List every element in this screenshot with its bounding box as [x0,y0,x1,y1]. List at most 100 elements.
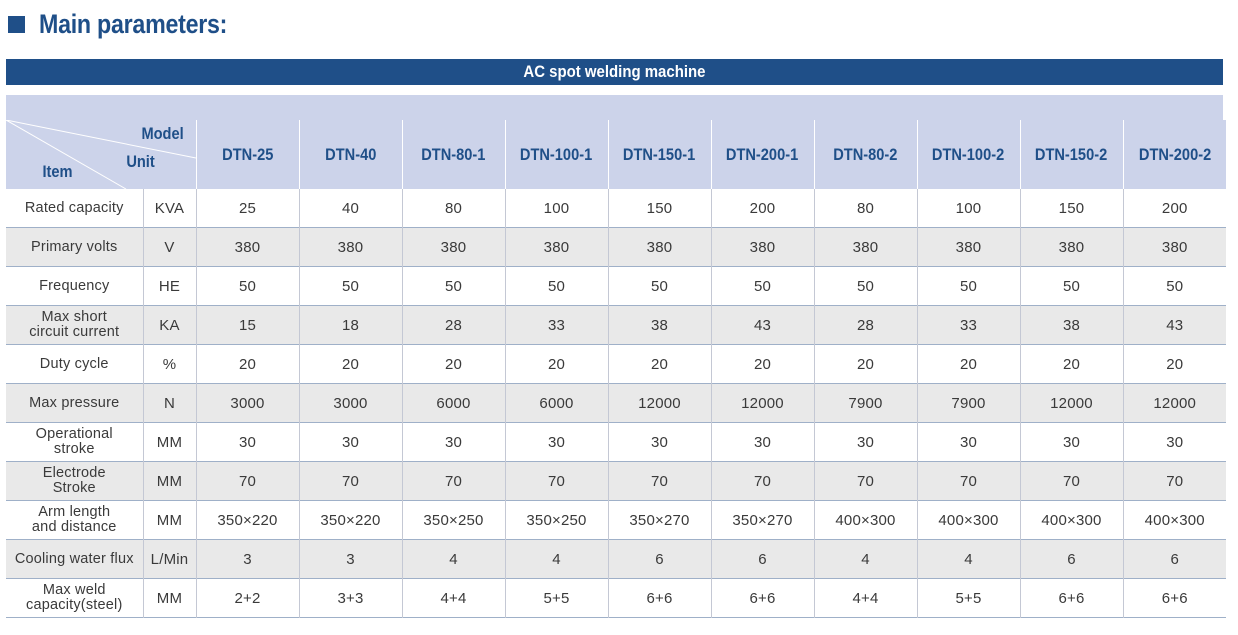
unit-cell: % [142,344,196,384]
value-cell: 350×250 [401,500,505,540]
item-cell: Max short circuit current [6,305,143,345]
value-cell: 12000 [1122,383,1226,423]
value-cell: 20 [916,344,1020,384]
value-cell: 80 [813,189,917,228]
value-cell: 5+5 [916,578,1020,618]
item-cell: Max pressure [6,383,143,423]
table-row: Max weld capacity(steel) MM 2+2 3+3 4+4 5+5 6+… [6,578,1226,618]
value-cell: 4 [916,539,1020,579]
item-cell: Operational stroke [6,422,143,462]
value-cell: 70 [1122,461,1226,501]
value-cell: 400×300 [813,500,917,540]
value-cell: 4 [401,539,505,579]
value-cell: 20 [195,344,299,384]
value-cell: 70 [813,461,917,501]
table-row: Cooling water flux L/Min 3 3 4 4 6 6 4 4 6 6 [6,539,1226,579]
item-label: Item [42,162,73,181]
value-cell: 6 [607,539,711,579]
value-cell: 18 [298,305,402,345]
value-cell: 200 [1122,189,1226,228]
table-banner: AC spot welding machine [6,59,1223,85]
model-header: DTN-150-2 [1019,120,1123,189]
parameters-table: Model Unit Item DTN-25 DTN-40 DTN-80-1 D… [6,120,1226,618]
value-cell: 400×300 [916,500,1020,540]
value-cell: 70 [298,461,402,501]
value-cell: 70 [710,461,814,501]
value-cell: 6+6 [710,578,814,618]
value-cell: 30 [813,422,917,462]
item-cell: Electrode Stroke [6,461,143,501]
unit-cell: MM [142,500,196,540]
value-cell: 50 [401,266,505,306]
table-row: Frequency HE 50 50 50 50 50 50 50 50 50 50 [6,266,1226,306]
value-cell: 3 [298,539,402,579]
value-cell: 100 [504,189,608,228]
value-cell: 3+3 [298,578,402,618]
header-band [6,95,1223,120]
value-cell: 50 [504,266,608,306]
value-cell: 7900 [916,383,1020,423]
value-cell: 12000 [1019,383,1123,423]
value-cell: 30 [1019,422,1123,462]
diagonal-lines [6,120,196,189]
value-cell: 380 [1122,227,1226,267]
value-cell: 50 [298,266,402,306]
value-cell: 380 [813,227,917,267]
value-cell: 15 [195,305,299,345]
value-cell: 50 [710,266,814,306]
value-cell: 70 [195,461,299,501]
value-cell: 20 [813,344,917,384]
value-cell: 2+2 [195,578,299,618]
item-cell: Frequency [6,266,143,306]
value-cell: 38 [1019,305,1123,345]
value-cell: 20 [298,344,402,384]
value-cell: 50 [195,266,299,306]
value-cell: 380 [710,227,814,267]
value-cell: 380 [298,227,402,267]
table-row: Duty cycle% 20 20 20 20 20 20 20 20 20 20 [6,344,1226,384]
value-cell: 30 [195,422,299,462]
model-header: DTN-150-1 [607,120,711,189]
value-cell: 6+6 [1122,578,1226,618]
value-cell: 350×220 [298,500,402,540]
value-cell: 50 [607,266,711,306]
value-cell: 6+6 [1019,578,1123,618]
value-cell: 3000 [195,383,299,423]
table-row: Arm length and distance MM 350×220 350×220 3… [6,500,1226,540]
value-cell: 3000 [298,383,402,423]
value-cell: 6000 [504,383,608,423]
item-cell: Duty cycle [6,344,143,384]
corner-header: Model Unit Item [6,120,196,189]
model-header: DTN-25 [195,120,299,189]
value-cell: 70 [504,461,608,501]
value-cell: 12000 [607,383,711,423]
value-cell: 6+6 [607,578,711,618]
value-cell: 4+4 [401,578,505,618]
table-row: Operational stroke MM 30 30 30 30 30 30 30 30 30 30 [6,422,1226,462]
value-cell: 6 [1122,539,1226,579]
unit-cell: MM [142,422,196,462]
value-cell: 350×220 [195,500,299,540]
value-cell: 6 [1019,539,1123,579]
value-cell: 70 [607,461,711,501]
value-cell: 70 [1019,461,1123,501]
model-header: DTN-100-2 [916,120,1020,189]
value-cell: 200 [710,189,814,228]
model-header: DTN-40 [298,120,402,189]
value-cell: 28 [401,305,505,345]
value-cell: 380 [916,227,1020,267]
value-cell: 43 [710,305,814,345]
unit-cell: MM [142,578,196,618]
value-cell: 30 [710,422,814,462]
section-heading: Main parameters: [8,6,258,42]
value-cell: 20 [710,344,814,384]
header-row: Model Unit Item DTN-25 DTN-40 DTN-80-1 D… [6,120,1226,189]
value-cell: 50 [1122,266,1226,306]
value-cell: 350×250 [504,500,608,540]
value-cell: 150 [1019,189,1123,228]
unit-cell: MM [142,461,196,501]
table-row: Max short circuit current KA 15 18 28 33 38 43 2… [6,305,1226,345]
value-cell: 80 [401,189,505,228]
model-header: DTN-200-2 [1122,120,1226,189]
model-label: Model [141,124,185,143]
